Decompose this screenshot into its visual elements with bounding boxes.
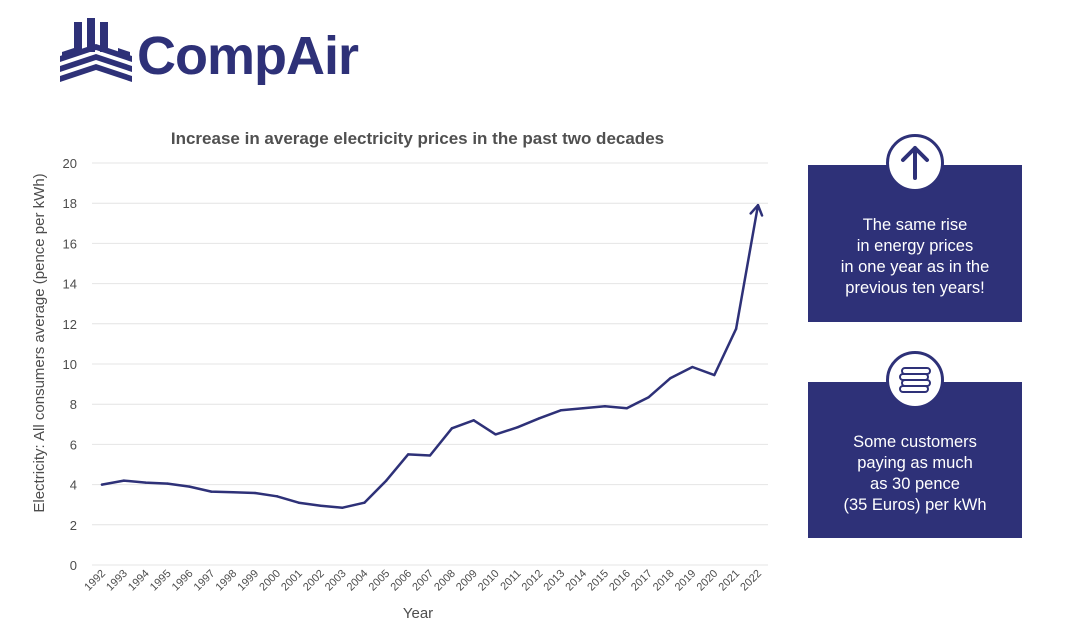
data-point bbox=[603, 405, 607, 408]
data-point bbox=[232, 491, 235, 494]
x-tick-label: 2019 bbox=[673, 568, 699, 594]
data-point bbox=[691, 365, 694, 369]
data-point bbox=[472, 419, 475, 422]
x-tick-label: 2016 bbox=[607, 568, 633, 594]
data-point bbox=[166, 482, 169, 485]
data-point bbox=[406, 453, 410, 456]
data-point bbox=[647, 395, 650, 399]
data-point bbox=[341, 506, 344, 509]
gridlines bbox=[92, 162, 768, 566]
x-tick-label: 1996 bbox=[170, 568, 196, 594]
x-tick-label: 2001 bbox=[279, 568, 305, 594]
series-line bbox=[100, 203, 760, 509]
data-point bbox=[538, 417, 541, 420]
data-point bbox=[319, 504, 322, 507]
data-point bbox=[188, 485, 191, 488]
x-tick-label: 2003 bbox=[323, 568, 349, 594]
x-tick-label: 2013 bbox=[542, 568, 568, 594]
compair-logo-mark-icon bbox=[60, 18, 132, 82]
data-point bbox=[122, 479, 126, 482]
y-tick-label: 0 bbox=[70, 558, 77, 573]
data-point bbox=[428, 454, 432, 457]
y-tick-label: 20 bbox=[63, 156, 77, 171]
x-tick-label: 2004 bbox=[345, 568, 371, 594]
x-tick-label: 2010 bbox=[476, 568, 502, 594]
x-tick-label: 2006 bbox=[388, 568, 414, 594]
arrow-up-icon bbox=[901, 146, 929, 180]
x-tick-label: 1997 bbox=[192, 568, 218, 594]
data-point bbox=[713, 373, 716, 377]
x-tick-label: 2012 bbox=[520, 568, 546, 594]
x-tick-label: 1992 bbox=[82, 568, 108, 594]
chart-title: Increase in average electricity prices i… bbox=[170, 129, 665, 148]
data-point bbox=[516, 426, 519, 429]
y-tick-label: 2 bbox=[70, 518, 77, 533]
data-point bbox=[144, 481, 147, 484]
x-axis-label: Year bbox=[403, 605, 433, 622]
callout-badge bbox=[886, 134, 944, 192]
callout-text: Some customers paying as much as 30 penc… bbox=[843, 433, 987, 514]
y-axis-ticks: 0 2 4 6 8 10 12 14 16 18 20 bbox=[63, 156, 77, 573]
x-tick-label: 2000 bbox=[257, 568, 283, 594]
x-tick-label: 1994 bbox=[126, 568, 152, 594]
y-tick-label: 16 bbox=[63, 236, 77, 251]
x-tick-label: 2005 bbox=[367, 568, 393, 594]
data-point bbox=[363, 501, 366, 504]
x-tick-label: 2009 bbox=[454, 568, 480, 594]
y-tick-label: 8 bbox=[70, 397, 77, 412]
data-point bbox=[581, 407, 585, 410]
x-tick-label: 2020 bbox=[695, 568, 721, 594]
data-point bbox=[734, 327, 738, 331]
y-tick-label: 6 bbox=[70, 437, 77, 452]
x-tick-label: 2018 bbox=[651, 568, 677, 594]
x-tick-label: 1993 bbox=[104, 568, 130, 594]
y-tick-label: 14 bbox=[63, 277, 77, 292]
y-axis-label: Electricity: All consumers average (penc… bbox=[31, 173, 48, 512]
y-tick-label: 10 bbox=[63, 357, 77, 372]
data-point bbox=[669, 376, 672, 380]
coins-icon bbox=[899, 367, 931, 393]
data-point bbox=[253, 491, 257, 495]
data-point bbox=[450, 427, 454, 430]
data-point bbox=[297, 501, 300, 504]
y-tick-label: 18 bbox=[63, 196, 77, 211]
callout-text: The same rise in energy prices in one ye… bbox=[840, 216, 990, 297]
x-tick-label: 2007 bbox=[410, 568, 436, 594]
x-tick-label: 2015 bbox=[585, 568, 611, 594]
series-end-arrow bbox=[749, 203, 764, 217]
data-point bbox=[385, 479, 388, 482]
x-tick-label: 1998 bbox=[214, 568, 240, 594]
x-tick-label: 2014 bbox=[563, 568, 589, 594]
data-point bbox=[625, 407, 628, 410]
x-tick-label: 2008 bbox=[432, 568, 458, 594]
callout-badge bbox=[886, 351, 944, 409]
data-point bbox=[275, 495, 279, 498]
compair-logo: CompAir bbox=[60, 16, 360, 92]
data-point bbox=[100, 483, 104, 486]
callout-box-customer-price: Some customers paying as much as 30 penc… bbox=[808, 351, 1022, 538]
data-point bbox=[210, 490, 213, 493]
data-point bbox=[560, 409, 563, 412]
x-tick-label: 1995 bbox=[148, 568, 174, 594]
y-tick-label: 12 bbox=[63, 317, 77, 332]
x-tick-label: 1999 bbox=[235, 568, 261, 594]
x-axis-ticks: 1992199319941995199619971998199920002001… bbox=[82, 568, 764, 594]
x-tick-label: 2002 bbox=[301, 568, 327, 594]
series-layer bbox=[100, 203, 764, 509]
x-tick-label: 2021 bbox=[716, 568, 742, 594]
callout-box-price-rise: The same rise in energy prices in one ye… bbox=[808, 134, 1022, 322]
x-tick-label: 2022 bbox=[738, 568, 764, 594]
data-point bbox=[494, 433, 497, 436]
y-tick-label: 4 bbox=[70, 478, 77, 493]
x-tick-label: 2017 bbox=[629, 568, 655, 594]
x-tick-label: 2011 bbox=[498, 568, 523, 593]
brand-name: CompAir bbox=[137, 26, 359, 86]
